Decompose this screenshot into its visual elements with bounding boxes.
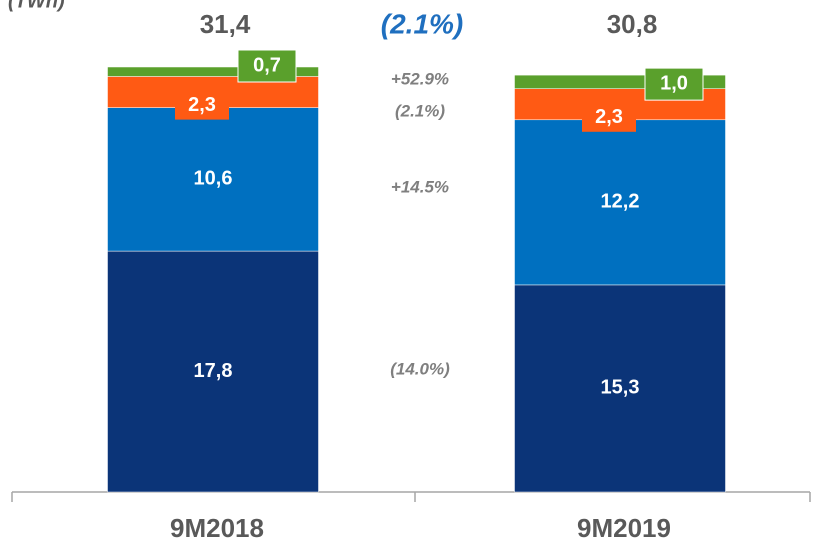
segment-label: 0,7	[253, 54, 281, 76]
segment-label: 2,3	[595, 106, 623, 128]
x-tick-label: 9M2019	[577, 513, 671, 543]
total-change: (2.1%)	[381, 8, 463, 39]
label-box	[644, 67, 704, 101]
change-annotation: +52.9%	[391, 69, 449, 88]
segment-label: 2,3	[188, 94, 216, 116]
bar-segment	[107, 66, 319, 77]
segment-label: 10,6	[194, 168, 233, 190]
segment-label: 12,2	[601, 191, 640, 213]
segment-label: 1,0	[660, 72, 688, 94]
segment-label: 15,3	[601, 377, 640, 399]
change-annotation: +14.5%	[391, 177, 449, 196]
change-annotation: (2.1%)	[395, 101, 445, 120]
total-label: 31,4	[200, 9, 251, 39]
label-box	[175, 91, 229, 120]
x-tick-label: 9M2018	[170, 513, 264, 543]
bar-segment	[514, 284, 726, 493]
label-box	[237, 49, 297, 83]
bar-segment	[514, 119, 726, 286]
unit-label: (TWh)	[8, 0, 65, 12]
bar-segment	[107, 250, 319, 493]
bar-segment	[107, 107, 319, 252]
segment-label: 17,8	[194, 360, 233, 382]
change-annotation: (14.0%)	[390, 359, 450, 378]
total-label: 30,8	[607, 9, 658, 39]
label-box	[582, 103, 636, 132]
